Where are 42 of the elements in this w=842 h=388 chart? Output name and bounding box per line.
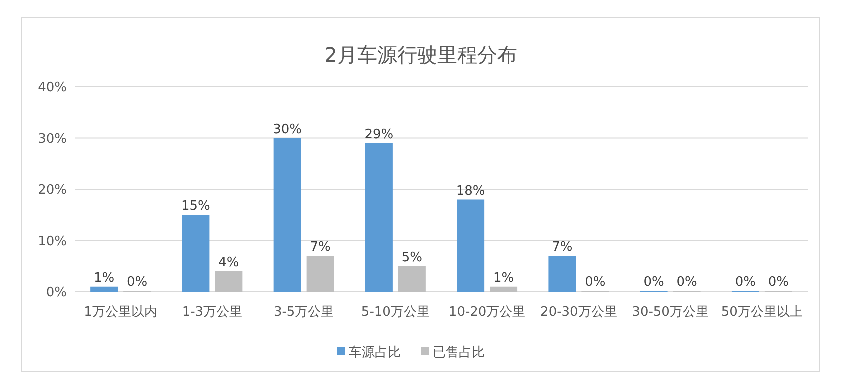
x-tick-label: 20-30万公里 xyxy=(540,305,618,320)
bar xyxy=(215,272,243,292)
bar xyxy=(274,138,302,292)
x-tick-label: 1-3万公里 xyxy=(182,305,243,320)
data-label: 1% xyxy=(493,270,514,286)
x-tick-label: 50万公里以上 xyxy=(721,305,803,320)
bar xyxy=(548,256,576,292)
y-tick-label: 0% xyxy=(46,286,67,301)
data-label: 7% xyxy=(310,240,331,256)
y-tick-label: 40% xyxy=(38,80,67,96)
bar xyxy=(90,286,118,292)
bar xyxy=(398,266,426,292)
chart-title: 2月车源行驶里程分布 xyxy=(324,43,518,67)
bar xyxy=(182,215,210,292)
y-tick-label: 20% xyxy=(38,183,67,198)
data-label: 7% xyxy=(552,240,573,256)
data-label: 0% xyxy=(735,275,756,290)
x-tick-label: 5-10万公里 xyxy=(361,305,430,320)
bar xyxy=(365,143,393,292)
legend-label: 车源占比 xyxy=(349,346,401,361)
data-label: 29% xyxy=(364,127,394,142)
data-label: 4% xyxy=(218,256,240,270)
data-label: 0% xyxy=(768,275,789,290)
data-label: 0% xyxy=(676,275,698,290)
data-label: 18% xyxy=(456,184,486,199)
data-label: 0% xyxy=(585,275,606,290)
data-label: 0% xyxy=(644,275,664,290)
data-label: 0% xyxy=(126,275,148,290)
bar xyxy=(306,256,334,292)
x-tick-label: 30-50万公里 xyxy=(632,305,709,320)
x-tick-label: 10-20万公里 xyxy=(448,305,526,320)
bar xyxy=(490,286,518,292)
y-tick-label: 10% xyxy=(38,234,67,250)
bar xyxy=(457,200,485,292)
data-label: 1% xyxy=(94,270,115,286)
data-label: 30% xyxy=(273,122,302,138)
x-tick-label: 3-5万公里 xyxy=(274,305,334,320)
y-tick-label: 30% xyxy=(38,132,67,147)
x-tick-label: 1万公里以内 xyxy=(84,305,158,320)
data-label: 5% xyxy=(402,250,422,266)
legend-label: 已售占比 xyxy=(433,346,485,361)
data-label: 15% xyxy=(181,199,210,214)
